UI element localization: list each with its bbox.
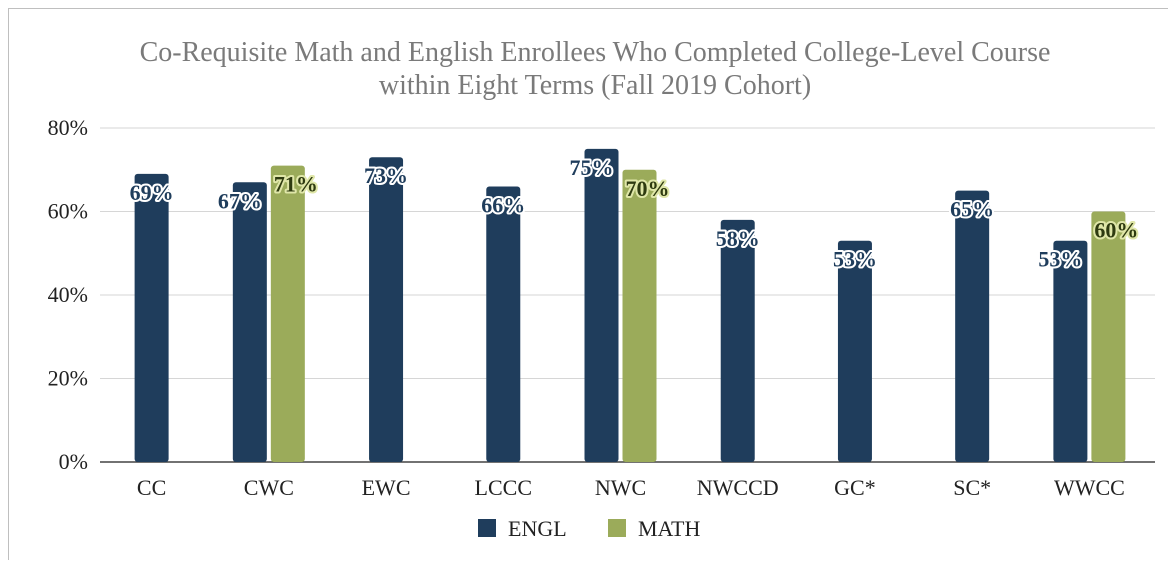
data-label-engl: 69% xyxy=(130,180,174,205)
bars xyxy=(134,148,1126,463)
bar-engl xyxy=(486,186,521,462)
data-label-engl: 65% xyxy=(950,197,994,222)
y-tick-label: 60% xyxy=(48,199,88,224)
bar-math xyxy=(270,165,305,462)
bar-math xyxy=(1091,211,1126,462)
x-tick-label: CC xyxy=(137,475,166,500)
data-labels: 69% 67% 71% 73% 66% 75% 70% 58% 53% 65% 53% 60% xyxy=(128,153,1141,274)
chart-title-line-1: Co-Requisite Math and English Enrollees … xyxy=(139,37,1051,68)
data-label-engl: 73% xyxy=(364,163,408,188)
x-axis-ticks: CC CWC EWC LCCC NWC NWCCD GC* SC* WWCC xyxy=(137,475,1125,500)
chart-title-line-2: within Eight Terms (Fall 2019 Cohort) xyxy=(378,70,812,101)
legend: ENGL MATH xyxy=(478,516,700,541)
chart-title: Co-Requisite Math and English Enrollees … xyxy=(0,36,1171,102)
x-tick-label: NWCCD xyxy=(697,475,779,500)
legend-label-engl: ENGL xyxy=(508,516,567,541)
data-label-math: 71% xyxy=(274,172,318,197)
x-tick-label: GC* xyxy=(834,475,876,500)
data-label-engl: 58% xyxy=(716,226,760,251)
data-label-engl: 66% xyxy=(481,192,525,217)
x-tick-label: WWCC xyxy=(1054,475,1125,500)
y-tick-label: 0% xyxy=(59,449,88,474)
x-tick-label: LCCC xyxy=(475,475,532,500)
data-label-math: 60% xyxy=(1094,218,1138,243)
y-tick-label: 80% xyxy=(48,115,88,140)
x-tick-label: SC* xyxy=(953,475,991,500)
legend-swatch-engl xyxy=(478,519,496,537)
x-tick-label: CWC xyxy=(244,475,294,500)
bar-engl xyxy=(134,173,169,463)
data-label-engl: 75% xyxy=(570,155,614,180)
data-label-engl: 67% xyxy=(218,188,262,213)
bar-engl xyxy=(720,219,755,462)
chart-frame xyxy=(8,8,1168,560)
bar-engl xyxy=(232,182,267,462)
bar-math xyxy=(622,169,657,462)
bar-engl xyxy=(837,240,872,462)
legend-swatch-math xyxy=(608,519,626,537)
data-label-math: 70% xyxy=(626,176,670,201)
data-label-engl: 53% xyxy=(1038,247,1082,272)
y-axis-ticks: 0% 20% 40% 60% 80% xyxy=(48,115,88,474)
bar-engl xyxy=(955,190,990,462)
x-tick-label: EWC xyxy=(362,475,411,500)
bar-engl xyxy=(369,157,404,462)
bar-engl xyxy=(1053,240,1088,462)
x-tick-label: NWC xyxy=(595,475,646,500)
y-tick-label: 40% xyxy=(48,282,88,307)
legend-label-math: MATH xyxy=(638,516,700,541)
data-label-engl: 53% xyxy=(833,247,877,272)
bar-engl xyxy=(584,148,619,462)
y-tick-label: 20% xyxy=(48,366,88,391)
